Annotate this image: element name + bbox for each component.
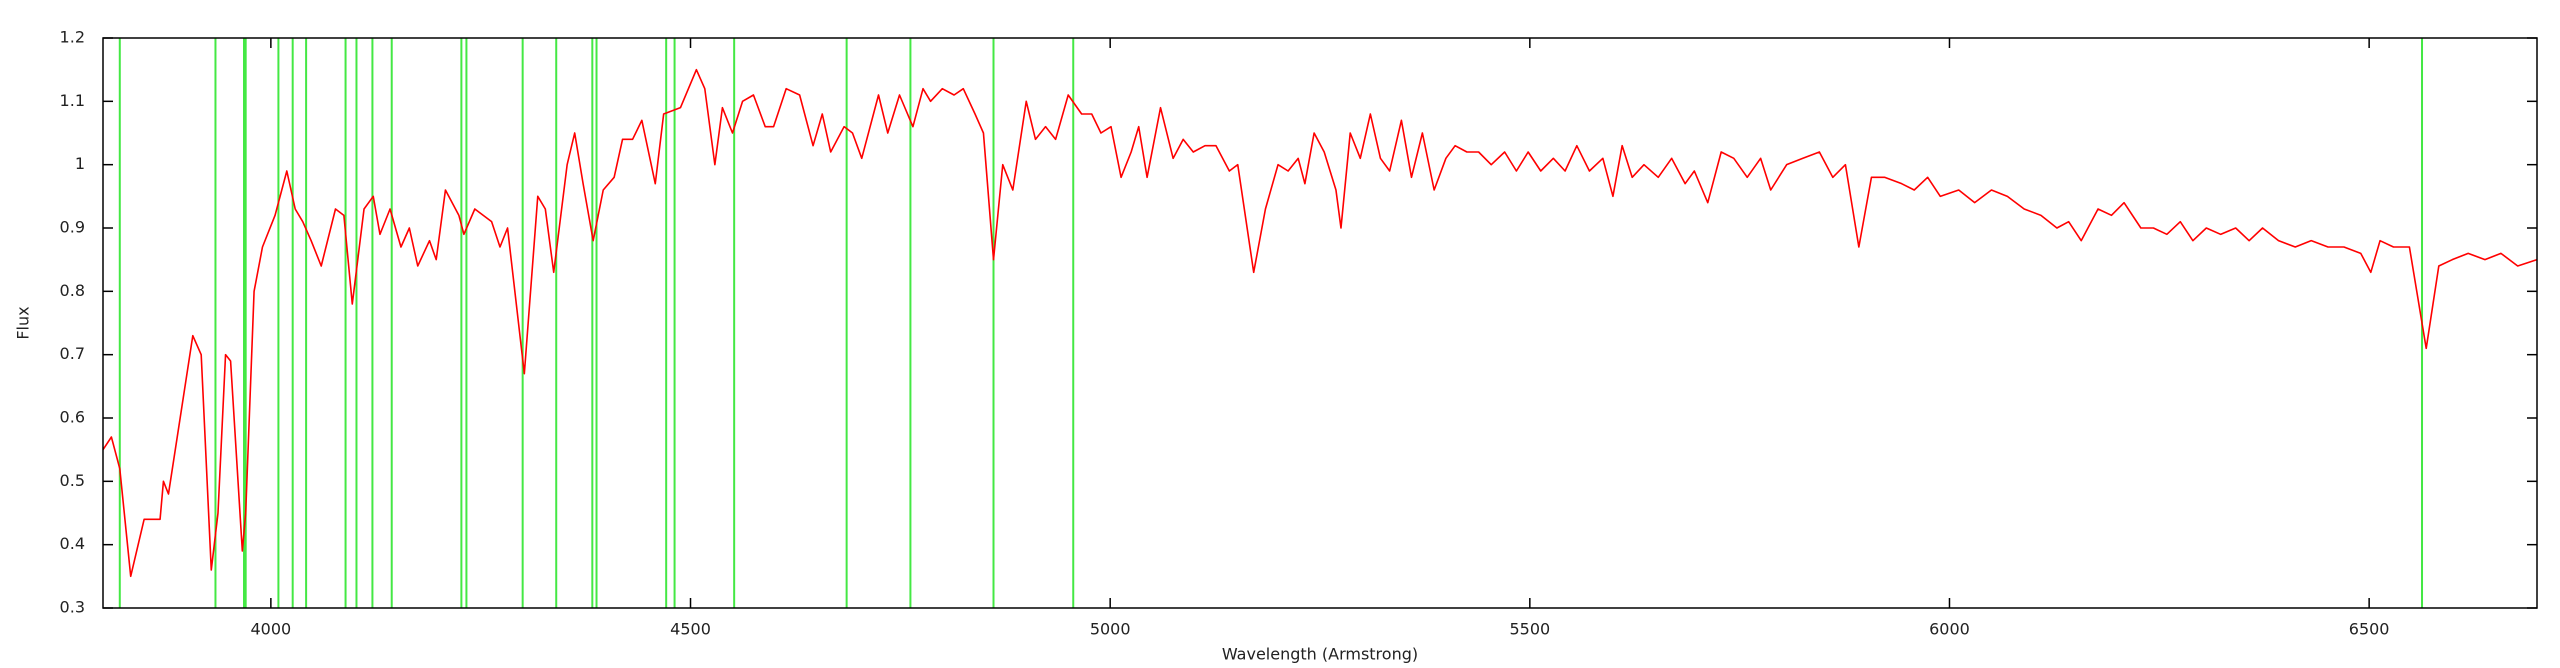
y-tick-label: 1.1 — [60, 91, 85, 110]
plot-frame — [102, 37, 2538, 609]
y-tick-label: 0.4 — [60, 534, 85, 553]
y-tick-label: 0.6 — [60, 408, 85, 427]
y-tick-label: 0.5 — [60, 471, 85, 490]
y-tick-label: 1 — [75, 154, 85, 173]
y-tick-label: 0.8 — [60, 281, 85, 300]
y-tick-label: 0.3 — [60, 598, 85, 617]
x-tick-label: 5000 — [1090, 620, 1131, 639]
x-tick-label: 5500 — [1509, 620, 1550, 639]
spectrum-line — [102, 68, 2538, 578]
y-axis-label: Flux — [14, 306, 33, 339]
x-tick-label: 6500 — [2349, 620, 2390, 639]
x-tick-label: 4500 — [670, 620, 711, 639]
x-tick-label: 4000 — [251, 620, 292, 639]
y-tick-label: 0.9 — [60, 218, 85, 237]
y-tick-label: 1.2 — [60, 28, 85, 47]
x-axis-label: Wavelength (Armstrong) — [1222, 645, 1418, 664]
x-tick-label: 6000 — [1929, 620, 1970, 639]
y-tick-label: 0.7 — [60, 344, 85, 363]
